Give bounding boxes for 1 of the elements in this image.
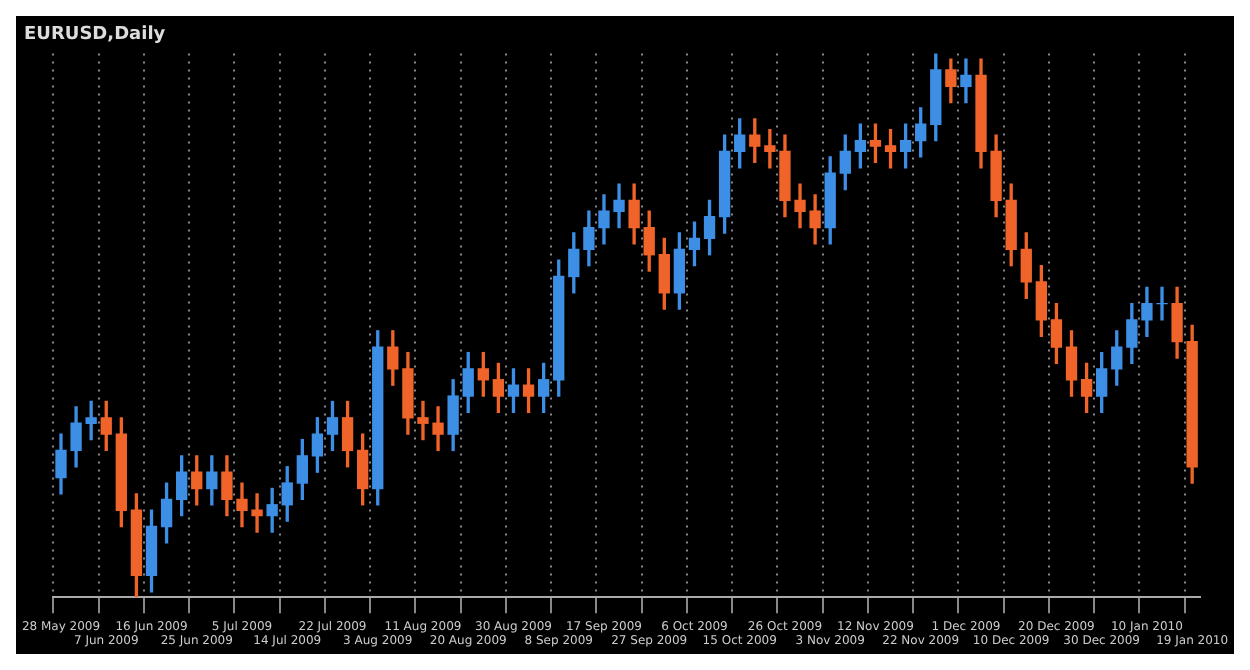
chart-title: EURUSD,Daily <box>24 25 166 46</box>
